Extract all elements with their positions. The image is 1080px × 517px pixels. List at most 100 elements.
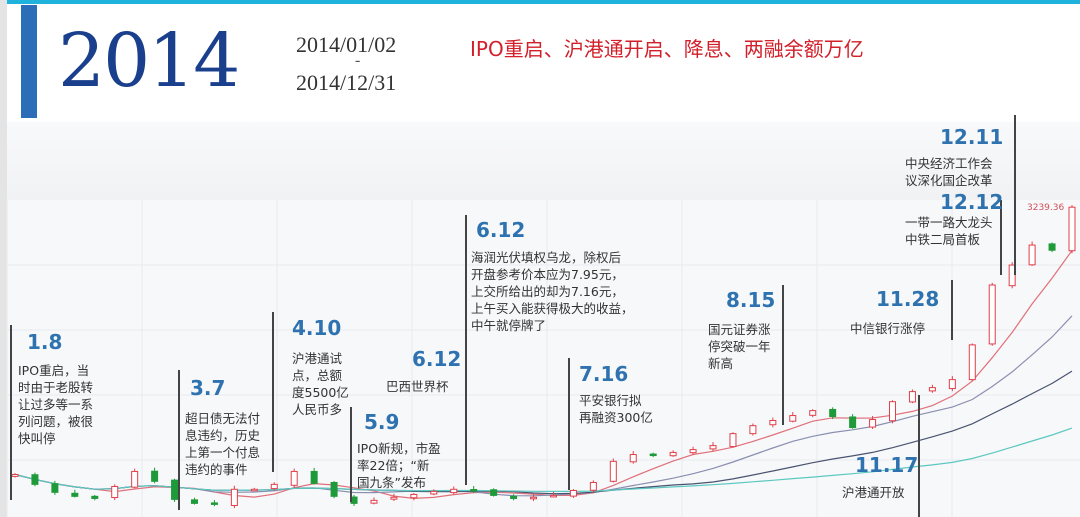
candle-body [530,496,538,500]
candle-body [908,391,916,403]
candle-body [928,387,936,392]
event-line-2 [178,370,180,510]
left-border [0,0,7,517]
event-line-3 [272,312,274,472]
candle-body [370,499,378,504]
date-separator: - [355,52,361,69]
candle-body [749,425,757,435]
candle-body [889,401,897,422]
header [7,4,1080,122]
candle-body [31,474,39,485]
event-line-8 [782,285,784,425]
event-text: 一带一路大龙头 中铁二局首板 [905,215,993,247]
event-text: 超日债无法付 息违约，历史 上第一个付息 违约的事件 [185,411,261,477]
candle-body [988,284,996,345]
candle-body [649,453,657,457]
candle-body [689,449,697,454]
event-text: 国元证券涨 停突破一年 新高 [708,322,771,371]
candle-body [1028,244,1036,266]
event-date: 1.8 [27,330,63,354]
candle-body [809,410,817,416]
candle-body [948,379,956,390]
event-date: 7.16 [579,362,629,386]
headline: IPO重启、沪港通开启、降息、两融余额万亿 [470,37,864,61]
candle-body [1068,206,1076,252]
event-text: IPO新规，市盈 率22倍；“新 国九条”发布 [357,441,441,490]
event-date: 6.12 [412,347,462,371]
candle-body [769,419,777,426]
candle-body [131,470,139,488]
candle-body [310,470,318,484]
candle-body [410,493,418,499]
start-date: 2014/01/02 [296,32,397,57]
event-date: 8.15 [726,288,776,312]
event-text: 海润光伏填权乌龙，除权后 开盘参考价本应为7.95元， 上交所给出的却为7.16… [471,250,634,333]
candle-body [330,481,338,497]
event-date: 4.10 [292,316,342,340]
candle-body [51,483,59,493]
event-line-1 [10,325,12,500]
event-text: 沪港通试 点，总额 度5500亿 人民币多 [292,351,349,417]
event-text: 中信银行涨停 [850,321,926,336]
event-line-4 [350,407,352,502]
event-text: 中央经济工作会 议深化国企改革 [905,156,993,188]
event-text: 沪港通开放 [842,485,905,500]
event-text: 巴西世界杯 [386,379,449,394]
candle-body [549,494,557,498]
candle-body [629,454,637,463]
event-text: IPO重启，当 时由于老股转 让过多等一系 列问题，被很 快叫停 [18,363,94,446]
header-accent-bar [21,5,37,118]
candle-body [230,488,238,506]
candle-body [669,451,677,457]
candle-body [270,483,278,490]
event-text: 平安银行拟 再融资300亿 [579,393,653,425]
top-accent-bar [0,0,1080,4]
event-line-10 [951,280,953,340]
candle-body [1048,243,1056,251]
candle-body [729,433,737,448]
candle-body [709,445,717,450]
event-date: 12.11 [940,125,1004,149]
event-line-7 [568,358,570,490]
year-title: 2014 [58,18,240,104]
candle-body [450,488,458,494]
background-band [7,122,1080,200]
candle-body [91,495,99,499]
high-label: 3239.36 [1027,203,1065,213]
candle-body [171,479,179,500]
candle-body [470,489,478,492]
candle-body [151,470,159,482]
candle-body [350,496,358,504]
event-date: 3.7 [190,376,226,400]
event-date: 12.12 [940,190,1004,214]
event-date: 11.28 [876,287,940,311]
candle-body [430,490,438,495]
candle-body [968,344,976,381]
candle-body [849,416,857,429]
candle-body [71,492,79,497]
candle-body [1008,264,1016,287]
candle-body [390,496,398,500]
candle-body [250,488,258,492]
candle-body [789,415,797,422]
ma-line-40 [14,427,1073,492]
candle-body [510,495,518,499]
candle-body [190,499,198,504]
candle-body [829,408,837,417]
candle-body [569,489,577,497]
event-line-12 [1000,200,1002,275]
event-date: 5.9 [364,410,400,434]
chart-area [7,200,1080,517]
event-line-11 [1014,115,1016,275]
candle-body [111,485,119,499]
end-date: 2014/12/31 [296,70,397,95]
candle-body [11,473,19,477]
event-date: 11.17 [855,453,919,477]
event-date: 6.12 [476,218,526,242]
candle-body [589,481,597,491]
candle-body [490,489,498,496]
candle-body [869,419,877,428]
event-line-6 [465,215,467,485]
candle-body [290,470,298,486]
